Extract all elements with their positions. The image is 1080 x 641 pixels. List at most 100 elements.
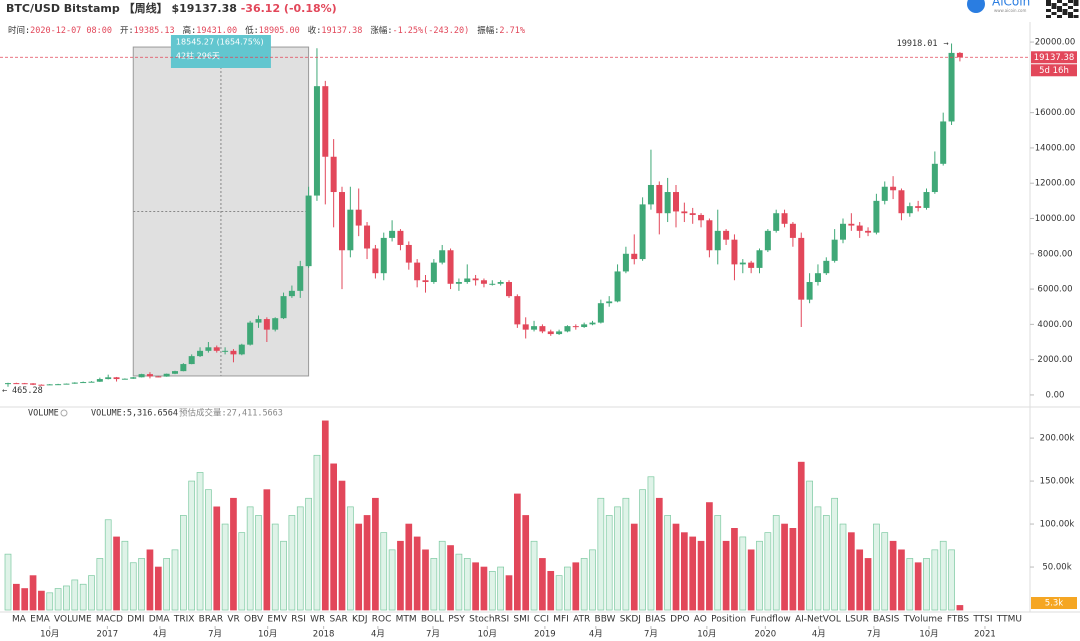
- volume-bar: [689, 536, 697, 611]
- volume-bar: [163, 558, 170, 611]
- indicator-tab[interactable]: SMI: [513, 615, 529, 625]
- qr-cell: [1062, 3, 1068, 6]
- candle-body: [497, 282, 504, 284]
- info-key: 收:: [308, 25, 322, 36]
- y-tick-label: 14000.00: [1035, 143, 1076, 153]
- candle-body: [172, 371, 178, 374]
- indicator-tab[interactable]: MTM: [396, 615, 417, 625]
- info-value: 19431.00: [196, 26, 237, 36]
- volume-bar: [580, 558, 588, 611]
- candle-body: [773, 213, 780, 231]
- y-tick-label: 10000.00: [1035, 214, 1076, 224]
- volume-bar: [931, 549, 939, 611]
- candle-body: [714, 230, 721, 251]
- volume-bar: [238, 532, 246, 611]
- volume-bar: [388, 549, 396, 611]
- indicator-tab[interactable]: TTSI: [972, 615, 992, 625]
- volume-bar: [255, 515, 262, 611]
- volume-bar: [29, 575, 37, 611]
- volume-bar: [46, 592, 54, 611]
- candle-body: [405, 244, 412, 263]
- indicator-tab[interactable]: TRIX: [173, 615, 195, 625]
- info-key: 时间:: [8, 25, 30, 36]
- info-key: 低:: [245, 25, 259, 36]
- qr-cell: [1046, 9, 1051, 12]
- candle-body: [556, 331, 563, 335]
- indicator-tab[interactable]: MA: [12, 615, 27, 625]
- candle-body: [63, 383, 70, 385]
- indicator-tab[interactable]: BIAS: [645, 615, 666, 625]
- indicator-tab[interactable]: SKDJ: [620, 615, 641, 625]
- candle-body: [831, 239, 838, 261]
- indicator-tab[interactable]: Fundflow: [750, 615, 790, 625]
- indicator-tab[interactable]: FTBS: [947, 615, 970, 625]
- candle-body: [464, 278, 471, 283]
- volume-bar: [572, 562, 580, 611]
- indicator-tab[interactable]: TVolume: [903, 615, 943, 625]
- indicator-tab[interactable]: PSY: [448, 615, 465, 625]
- indicator-tab[interactable]: BBW: [595, 615, 616, 625]
- volume-bar: [589, 549, 596, 611]
- indicator-tab[interactable]: WR: [310, 615, 325, 625]
- candle-body: [581, 324, 588, 328]
- indicator-tab[interactable]: BASIS: [873, 615, 900, 625]
- volume-bar: [138, 558, 145, 611]
- indicator-tab[interactable]: ROC: [372, 615, 392, 625]
- volume-bar: [121, 540, 129, 611]
- min-label: 465.28: [12, 386, 43, 396]
- x-tick-label: 4月: [371, 630, 385, 640]
- volume-bar: [288, 515, 296, 611]
- indicator-tab[interactable]: VOLUME: [54, 615, 92, 625]
- indicator-tab[interactable]: Position: [711, 615, 746, 625]
- volume-bar: [4, 553, 12, 611]
- indicator-tab[interactable]: ATR: [573, 615, 590, 625]
- indicator-tab[interactable]: LSUR: [845, 615, 869, 625]
- indicator-tab[interactable]: StochRSI: [469, 615, 509, 625]
- qr-cell: [1051, 6, 1057, 9]
- indicator-tab[interactable]: EMV: [267, 615, 287, 625]
- price: $19137.38: [171, 2, 236, 15]
- indicator-tab[interactable]: TTMU: [996, 615, 1022, 625]
- indicator-tab[interactable]: DPO: [670, 615, 689, 625]
- candle-body: [472, 278, 479, 281]
- indicator-tab[interactable]: EMA: [30, 615, 50, 625]
- indicator-tab[interactable]: CCI: [534, 615, 549, 625]
- volume-bar: [847, 532, 855, 611]
- qr-cell: [1073, 0, 1079, 3]
- indicator-tab[interactable]: DMA: [149, 615, 171, 625]
- candle-body: [647, 184, 654, 205]
- countdown: 5d 16h: [1039, 66, 1069, 76]
- volume-bar: [38, 590, 45, 611]
- period[interactable]: 【周线】: [124, 1, 168, 15]
- indicator-tab[interactable]: AO: [694, 615, 707, 625]
- volume-bar: [814, 506, 822, 611]
- indicator-tab[interactable]: OBV: [244, 615, 264, 625]
- volume-bar: [205, 489, 212, 611]
- indicator-tab[interactable]: BOLL: [421, 615, 444, 625]
- x-tick-label: 7月: [644, 630, 658, 640]
- indicator-tab[interactable]: BRAR: [199, 615, 223, 625]
- candle-body: [656, 184, 663, 214]
- candle-body: [414, 262, 421, 281]
- volume-bar: [739, 536, 747, 611]
- candle-body: [138, 374, 145, 378]
- candle-body: [163, 373, 170, 377]
- indicator-tab[interactable]: KDJ: [352, 615, 368, 625]
- volume-name: VOLUME: [28, 409, 59, 419]
- settings-icon[interactable]: [60, 409, 68, 417]
- indicator-tab[interactable]: VR: [227, 615, 239, 625]
- indicator-tab[interactable]: MFI: [553, 615, 569, 625]
- indicator-tab[interactable]: DMI: [127, 615, 144, 625]
- x-tick-label: 7月: [208, 630, 222, 640]
- indicator-tab[interactable]: SAR: [329, 615, 347, 625]
- candle-body: [322, 86, 329, 157]
- candle-body: [430, 262, 437, 283]
- volume-bar: [923, 558, 930, 611]
- indicator-tab[interactable]: RSI: [291, 615, 306, 625]
- indicator-tab[interactable]: MACD: [96, 615, 123, 625]
- candle-body: [397, 230, 404, 245]
- indicator-tab[interactable]: AI-NetVOL: [795, 615, 841, 625]
- candle-body: [531, 326, 538, 330]
- qr-cell: [1046, 3, 1051, 6]
- candle-body: [522, 324, 529, 330]
